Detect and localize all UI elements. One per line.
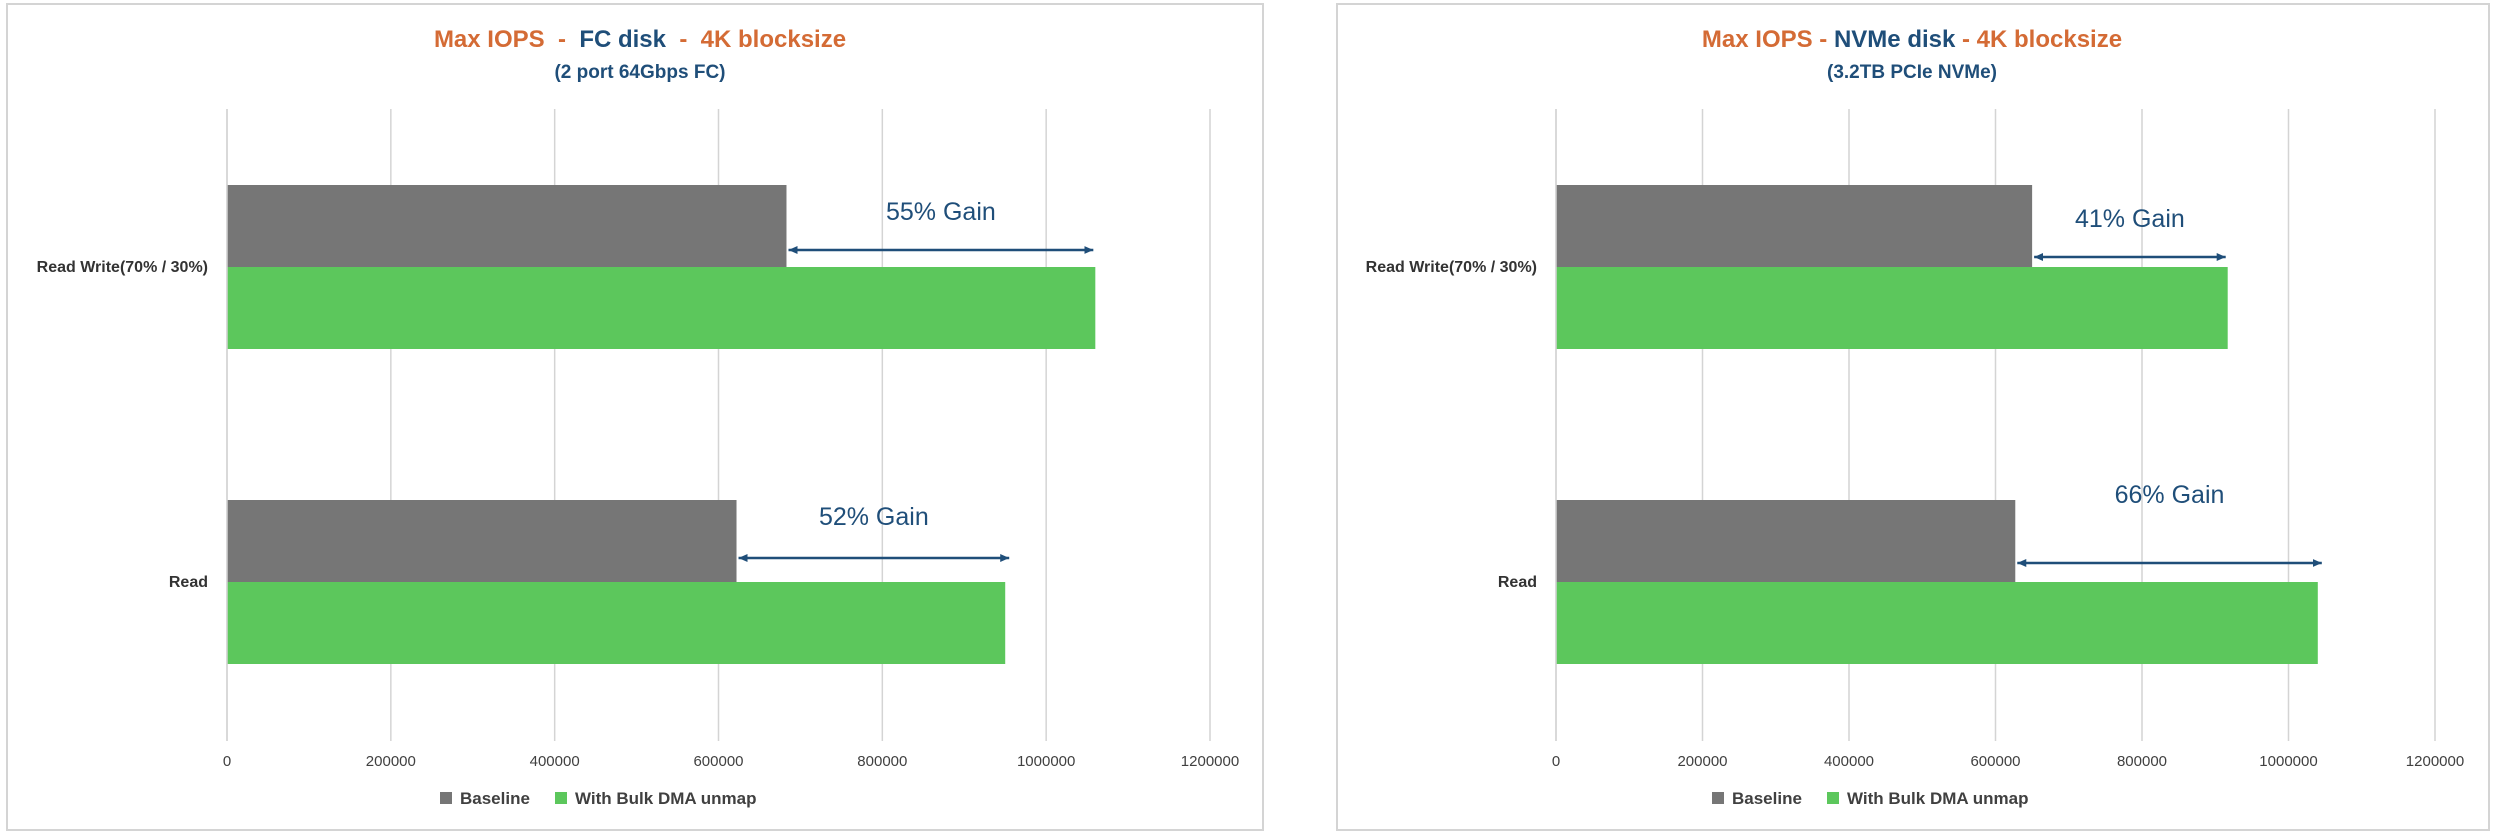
gain-label: 41% Gain (2075, 205, 2185, 233)
x-tick-label: 0 (1552, 753, 1560, 770)
chart-title-part: NVMe disk (1834, 26, 1956, 53)
x-tick-label: 400000 (1824, 753, 1874, 770)
legend-swatch-bulk-dma-unmap (555, 792, 567, 804)
legend-swatch-baseline (1712, 792, 1724, 804)
x-tick-label: 200000 (366, 753, 416, 770)
chart-nvme-disk: Max IOPS - NVMe disk - 4K blocksize (3.2T… (1366, 26, 2465, 808)
chart-title-part: - 4K blocksize (1955, 26, 2122, 53)
bar-bulk-dma-unmap (227, 267, 1096, 349)
x-tick-label: 1000000 (2259, 753, 2317, 770)
legend-swatch-baseline (440, 792, 452, 804)
chart-panel-nvme-disk: Max IOPS - NVMe disk - 4K blocksize (3.2T… (1336, 3, 2490, 831)
x-tick-label: 1000000 (1017, 753, 1075, 770)
bar-bulk-dma-unmap (1556, 582, 2318, 664)
x-tick-label: 800000 (2117, 753, 2167, 770)
bar-baseline (1556, 500, 2016, 582)
gain-label: 55% Gain (886, 198, 996, 226)
legend-label-bulk-dma-unmap: With Bulk DMA unmap (575, 789, 756, 808)
gain-label: 52% Gain (819, 503, 929, 531)
chart-subtitle: (3.2TB PCIe NVMe) (1827, 62, 1997, 83)
bar-bulk-dma-unmap (227, 582, 1006, 664)
x-tick-label: 600000 (693, 753, 743, 770)
x-tick-label: 0 (223, 753, 231, 770)
x-tick-label: 200000 (1677, 753, 1727, 770)
bar-baseline (227, 185, 787, 267)
chart-subtitle: (2 port 64Gbps FC) (554, 62, 725, 83)
x-tick-label: 1200000 (1181, 753, 1239, 770)
bar-baseline (227, 500, 737, 582)
x-tick-label: 400000 (530, 753, 580, 770)
legend-label-baseline: Baseline (1732, 789, 1802, 808)
bar-baseline (1556, 185, 2033, 267)
chart-title: Max IOPS - NVMe disk - 4K blocksize (1702, 26, 2122, 53)
x-tick-label: 800000 (857, 753, 907, 770)
category-label: Read Write(70% / 30%) (37, 259, 208, 276)
gain-label: 66% Gain (2115, 481, 2225, 509)
chart-title-part: FC disk (579, 26, 666, 53)
chart-panel-fc-disk: Max IOPS - FC disk - 4K blocksize (2 port… (6, 3, 1264, 831)
x-tick-label: 600000 (1970, 753, 2020, 770)
chart-title-part: Max IOPS - (1702, 26, 1834, 53)
x-tick-label: 1200000 (2406, 753, 2464, 770)
chart-fc-disk: Max IOPS - FC disk - 4K blocksize (2 port… (37, 26, 1240, 808)
legend-label-baseline: Baseline (460, 789, 530, 808)
category-label: Read (169, 574, 208, 591)
chart-title-part: Max IOPS - (434, 26, 579, 53)
category-label: Read (1498, 574, 1537, 591)
chart-title-part: - 4K blocksize (666, 26, 846, 53)
legend-label-bulk-dma-unmap: With Bulk DMA unmap (1847, 789, 2028, 808)
chart-title: Max IOPS - FC disk - 4K blocksize (434, 26, 846, 53)
category-label: Read Write(70% / 30%) (1366, 259, 1537, 276)
bar-bulk-dma-unmap (1556, 267, 2228, 349)
legend-swatch-bulk-dma-unmap (1827, 792, 1839, 804)
